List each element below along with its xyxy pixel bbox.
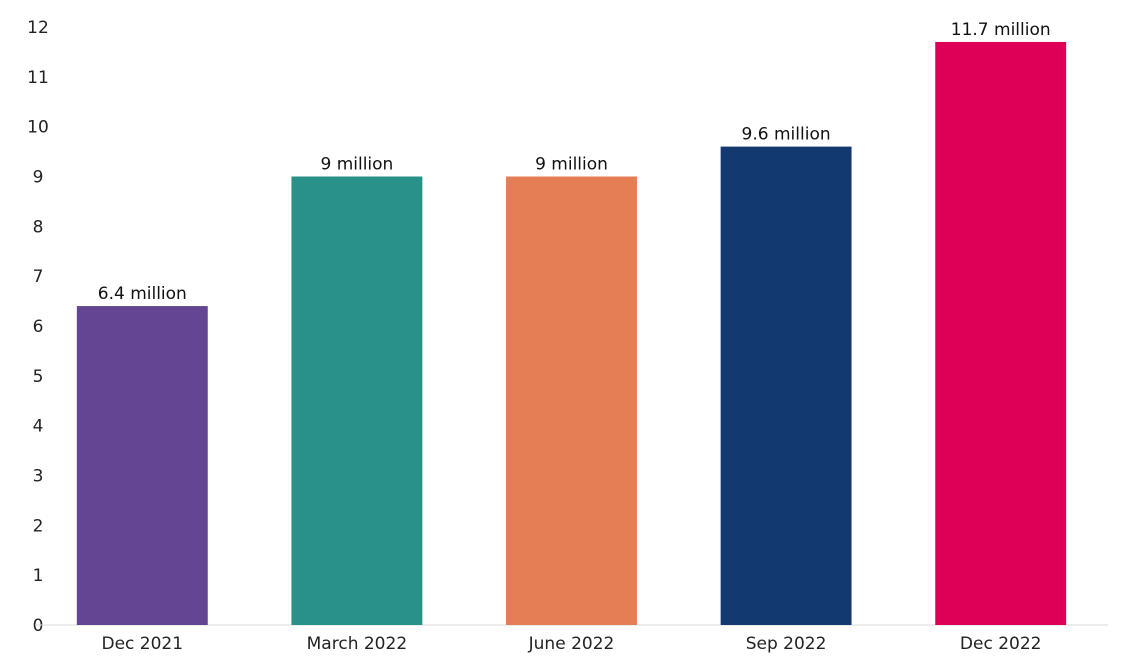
bar: [720, 146, 852, 625]
y-tick-label: 7: [33, 267, 44, 287]
y-tick-label: 1: [33, 566, 44, 586]
y-tick-label: 12: [27, 18, 49, 38]
y-tick-label: 2: [33, 516, 44, 536]
y-tick-label: 3: [33, 467, 44, 487]
data-labels: 6.4 million 9 million 9 million 9.6 million…: [98, 20, 1051, 304]
bar-value-label: 9.6 million: [742, 125, 831, 145]
y-tick-label: 5: [33, 367, 44, 387]
bar-value-label: 9 million: [535, 155, 608, 175]
bars: [76, 41, 1067, 625]
x-category-label: June 2022: [528, 634, 615, 654]
y-tick-label: 8: [33, 217, 44, 237]
bar-value-label: 9 million: [320, 155, 393, 175]
x-category-label: Dec 2021: [102, 634, 184, 654]
bar-value-label: 11.7 million: [951, 20, 1051, 40]
y-tick-label: 11: [27, 68, 49, 88]
x-category-label: Dec 2022: [960, 634, 1042, 654]
bar: [76, 306, 208, 625]
y-tick-label: 0: [33, 616, 44, 636]
bar: [506, 176, 637, 625]
y-tick-label: 6: [33, 317, 44, 337]
y-tick-label: 4: [33, 417, 44, 437]
bar: [291, 176, 423, 625]
y-tick-label: 10: [27, 118, 49, 138]
y-tick-label: 9: [33, 168, 44, 188]
x-axis-category-labels: Dec 2021 March 2022 June 2022 Sep 2022 Dec 2…: [102, 634, 1042, 654]
x-category-label: Sep 2022: [746, 634, 827, 654]
x-category-label: March 2022: [307, 634, 408, 654]
bar-value-label: 6.4 million: [98, 284, 187, 304]
bar: [935, 41, 1067, 625]
